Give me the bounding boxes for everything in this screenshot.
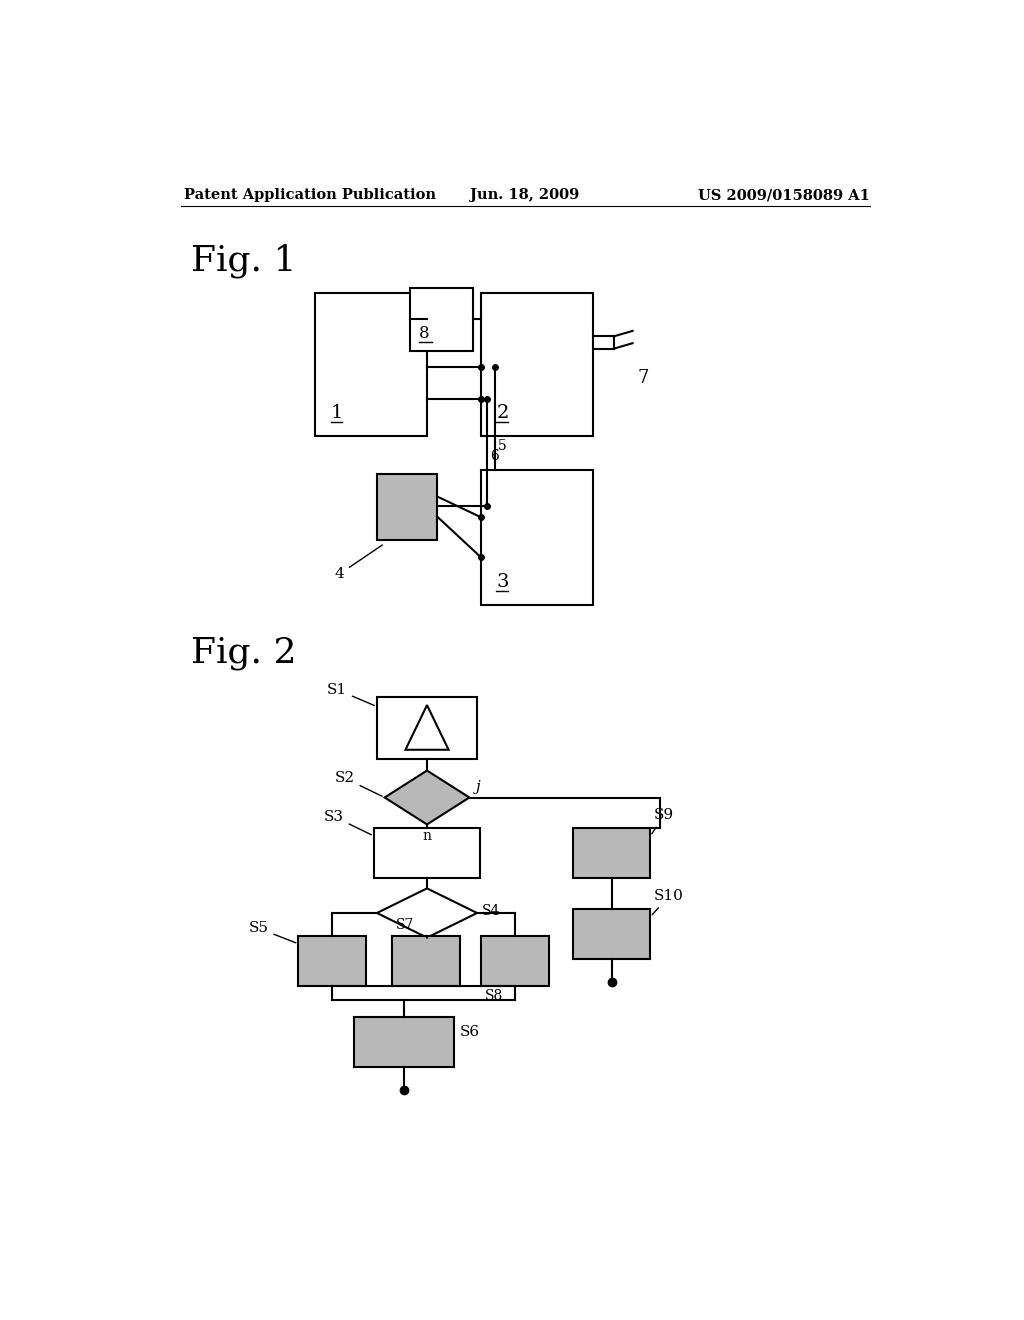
Text: S1: S1	[327, 682, 375, 706]
Text: 1: 1	[331, 404, 343, 422]
Text: Fig. 1: Fig. 1	[190, 243, 296, 277]
Bar	[481, 293, 593, 436]
Text: S6: S6	[460, 1024, 480, 1039]
Text: Fig. 2: Fig. 2	[190, 636, 296, 669]
Text: S4: S4	[481, 904, 500, 917]
Text: S10: S10	[652, 888, 684, 915]
Text: 8: 8	[419, 325, 430, 342]
Text: n: n	[423, 829, 431, 843]
Text: 2: 2	[497, 404, 509, 422]
Bar	[481, 936, 549, 986]
Bar	[354, 1016, 454, 1067]
Text: S3: S3	[324, 809, 372, 834]
Text: 4: 4	[335, 545, 382, 581]
Bar	[374, 829, 480, 878]
Text: 5: 5	[498, 440, 507, 454]
Polygon shape	[377, 888, 477, 937]
Text: Patent Application Publication: Patent Application Publication	[184, 189, 436, 202]
Bar	[410, 288, 473, 351]
Text: S2: S2	[335, 771, 382, 796]
Text: S5: S5	[249, 921, 296, 942]
Text: S8: S8	[484, 989, 503, 1003]
Bar	[573, 909, 650, 960]
Text: j: j	[475, 780, 480, 795]
Bar	[377, 697, 477, 759]
Text: S7: S7	[396, 919, 415, 932]
Bar	[573, 829, 650, 878]
Text: 6: 6	[490, 449, 499, 463]
Bar	[298, 936, 367, 986]
Text: 7: 7	[637, 370, 648, 387]
Bar	[392, 936, 460, 986]
Bar	[315, 293, 427, 436]
Polygon shape	[385, 771, 469, 825]
Bar	[377, 474, 437, 540]
Text: US 2009/0158089 A1: US 2009/0158089 A1	[698, 189, 869, 202]
Text: 3: 3	[497, 573, 509, 591]
Text: S9: S9	[652, 808, 674, 834]
Bar	[481, 470, 593, 605]
Text: Jun. 18, 2009: Jun. 18, 2009	[470, 189, 580, 202]
